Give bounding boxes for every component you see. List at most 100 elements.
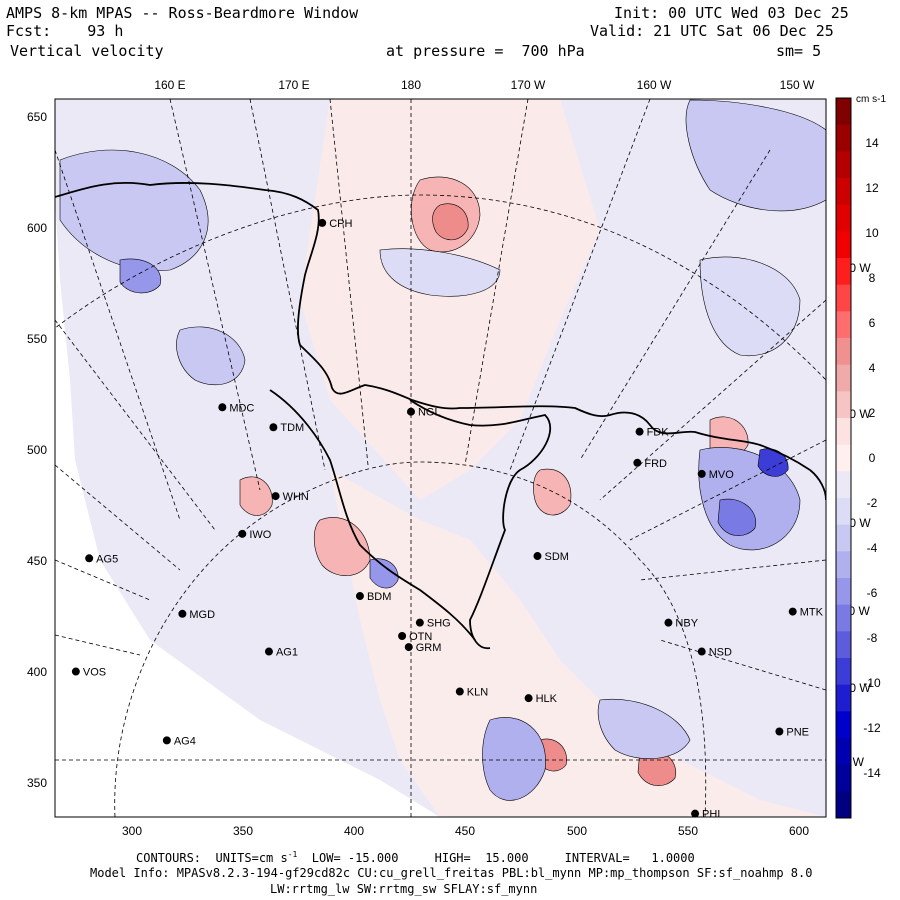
top-lon-label: 170 E [278,78,309,92]
colorbar-swatch [836,338,851,366]
station-pne: PNE [775,726,809,738]
downdraft-patch-9 [597,698,691,760]
station-dot [269,423,278,432]
station-label: SDM [544,551,568,563]
station-label: IWO [249,529,271,541]
updraft-patch-2 [432,203,469,241]
valid-time: Valid: 21 UTC Sat 06 Dec 25 [590,22,834,40]
colorbar-swatch [836,764,851,792]
colorbar-label: 12 [865,181,879,195]
y-tick-label: 450 [27,554,47,568]
downdraft-patch-6 [717,498,757,536]
station-dot [162,736,171,745]
station-ag1: AG1 [264,647,298,659]
station-dot [398,632,407,641]
colorbar-label: 8 [869,271,876,285]
plot-frame [54,98,827,818]
pressure-level: at pressure = 700 hPa [386,42,585,60]
colorbar-swatch [836,284,851,312]
field-name: Vertical velocity [10,42,164,60]
station-dot [775,727,784,736]
colorbar-label: -14 [863,766,881,780]
colorbar-label: -12 [863,721,881,735]
station-dot [788,607,797,616]
x-tick-label: 600 [789,824,809,838]
station-dot [406,407,415,416]
station-shg: SHG [415,618,451,630]
station-mdc: MDC [218,402,254,414]
station-nsd: NSD [697,647,732,659]
station-dot [318,218,327,227]
station-dot [218,403,227,412]
downdraft-patch-4 [699,256,801,357]
station-hlk: HLK [524,693,558,705]
station-frd: FRD [633,458,667,470]
warm-sector-fill [300,99,600,500]
station-dot [404,643,413,652]
colorbar-label: -2 [867,496,878,510]
station-label: MTK [800,607,824,619]
colorbar-label: -8 [867,631,878,645]
station-cph: CPH [318,218,352,230]
station-label: TDM [280,422,304,434]
top-lon-label: 150 W [780,78,815,92]
station-dot [271,492,280,501]
top-lon-label: 170 W [511,78,546,92]
station-dot [85,554,94,563]
colorbar-swatch [836,471,851,499]
station-dot [71,667,80,676]
station-ngl: NGL [406,407,441,419]
top-lon-label: 160 E [154,78,185,92]
coastline [55,181,826,501]
station-label: WHN [283,491,309,503]
station-ag4: AG4 [162,735,196,747]
y-tick-label: 550 [27,332,47,346]
station-iwo: IWO [238,529,272,541]
colorbar-swatch [836,98,851,126]
colorbar-swatch [836,711,851,739]
station-dot [524,694,533,703]
ross-ice-shelf-edge [409,399,552,650]
station-label: CPH [329,218,352,230]
station-label: FDK [647,427,670,439]
y-tick-label: 350 [27,776,47,790]
colorbar-swatch [836,498,851,526]
map-plot-area [55,99,826,817]
colorbar-swatch [836,418,851,446]
station-tdm: TDM [269,422,304,434]
station-label: PHL [702,809,723,821]
top-lon-label: 160 W [637,78,672,92]
station-kln: KLN [455,687,488,699]
station-label: AG1 [276,647,298,659]
station-label: SHG [427,618,451,630]
lat-lon-graticule [55,99,826,817]
downdraft-patch-12 [119,258,162,294]
station-label: AG4 [174,735,196,747]
downdraft-patch-8 [482,717,546,801]
colorbar-swatch [836,684,851,712]
colorbar-label: 6 [869,316,876,330]
ross-shelf-fill [330,470,826,817]
colorbar-label: 4 [869,361,876,375]
colorbar-swatch [836,391,851,419]
y-tick-label: 400 [27,665,47,679]
model-info: Model Info: MPASv8.2.3-194-gf29cd82c CU:… [90,866,813,880]
station-dot [664,618,673,627]
init-time: Init: 00 UTC Wed 03 Dec 25 [614,4,849,22]
colorbar-label: 2 [869,406,876,420]
station-label: FRD [644,458,667,470]
station-otn: OTN [398,631,432,643]
physics-info: LW:rrtmg_lw SW:rrtmg_sw SFLAY:sf_mynn [270,882,538,896]
downdraft-patch-10 [369,558,399,589]
colorbar-unit: cm s-1 [856,94,886,105]
colorbar-swatch [836,231,851,259]
station-dot [697,469,706,478]
station-label: PNE [786,726,809,738]
station-ag5: AG5 [85,553,118,565]
station-label: NSD [709,647,732,659]
station-fdk: FDK [635,427,670,439]
station-vos: VOS [71,667,106,679]
colorbar-swatch [836,791,851,819]
station-dot [533,552,542,561]
